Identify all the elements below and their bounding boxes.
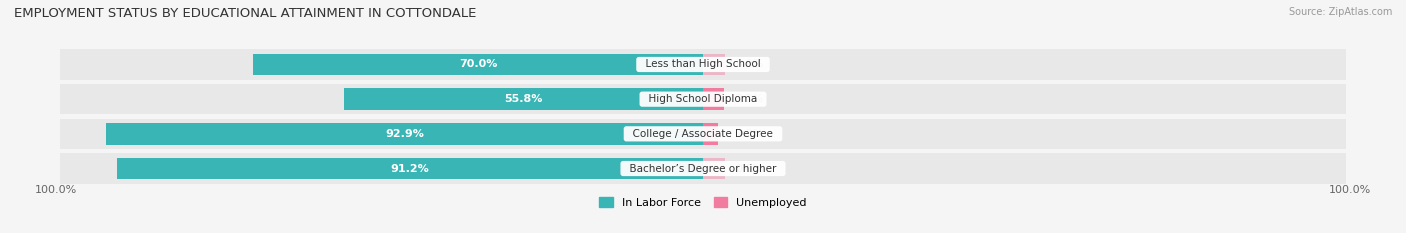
Text: 0.0%: 0.0% <box>735 59 763 69</box>
Text: College / Associate Degree: College / Associate Degree <box>626 129 780 139</box>
Bar <box>60 84 1346 114</box>
Bar <box>344 88 703 110</box>
Text: 91.2%: 91.2% <box>391 164 429 174</box>
Text: EMPLOYMENT STATUS BY EDUCATIONAL ATTAINMENT IN COTTONDALE: EMPLOYMENT STATUS BY EDUCATIONAL ATTAINM… <box>14 7 477 20</box>
Bar <box>703 123 718 145</box>
Bar <box>105 123 703 145</box>
Bar <box>60 119 1346 149</box>
Text: Less than High School: Less than High School <box>638 59 768 69</box>
Legend: In Labor Force, Unemployed: In Labor Force, Unemployed <box>595 193 811 212</box>
Bar <box>253 54 703 75</box>
Text: 55.8%: 55.8% <box>505 94 543 104</box>
Bar <box>60 153 1346 184</box>
Text: 92.9%: 92.9% <box>385 129 423 139</box>
Bar <box>703 158 725 179</box>
Text: 2.3%: 2.3% <box>735 129 763 139</box>
Text: Bachelor’s Degree or higher: Bachelor’s Degree or higher <box>623 164 783 174</box>
Bar <box>703 54 725 75</box>
Text: 0.0%: 0.0% <box>735 164 763 174</box>
Text: Source: ZipAtlas.com: Source: ZipAtlas.com <box>1288 7 1392 17</box>
Text: 3.3%: 3.3% <box>735 94 763 104</box>
Text: 70.0%: 70.0% <box>458 59 498 69</box>
Bar <box>703 88 724 110</box>
Text: 100.0%: 100.0% <box>35 185 77 195</box>
Bar <box>60 49 1346 80</box>
Text: 100.0%: 100.0% <box>1329 185 1371 195</box>
Bar <box>117 158 703 179</box>
Text: High School Diploma: High School Diploma <box>643 94 763 104</box>
